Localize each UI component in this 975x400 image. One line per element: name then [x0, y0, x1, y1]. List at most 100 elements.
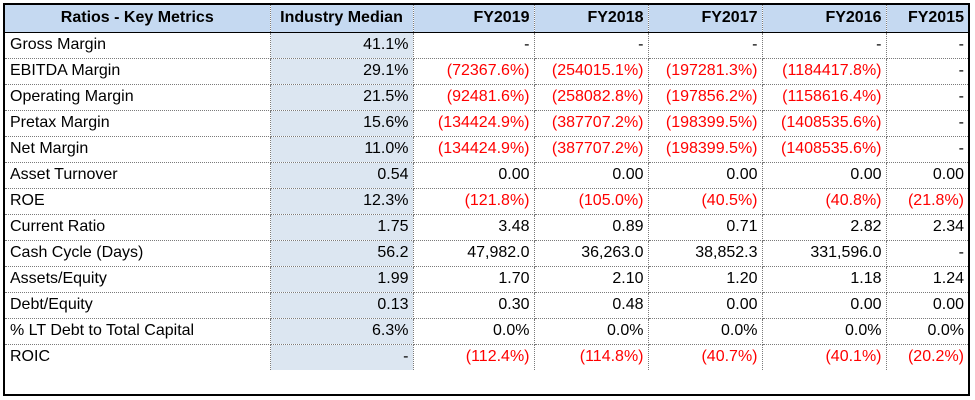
- value-cell-fy2018[interactable]: -: [534, 32, 649, 59]
- header-fy2015[interactable]: FY2015: [886, 5, 968, 33]
- value-cell-fy2016[interactable]: (1158616.4%): [762, 84, 887, 111]
- industry-median-cell[interactable]: 6.3%: [270, 318, 414, 345]
- value-cell-fy2015[interactable]: (20.2%): [907, 348, 964, 366]
- value-cell-fy2017[interactable]: 0.00: [648, 292, 763, 319]
- value-cell-fy2019[interactable]: (72367.6%): [413, 58, 535, 85]
- value-cell-fy2017[interactable]: 38,852.3: [648, 240, 763, 267]
- value-cell-fy2019[interactable]: 3.48: [413, 214, 535, 241]
- value-cell-fy2018[interactable]: 36,263.0: [534, 240, 649, 267]
- value-cell-fy2016[interactable]: 0.00: [762, 292, 887, 319]
- value-cell-fy2018[interactable]: 0.00: [534, 162, 649, 189]
- value-cell-fy2019[interactable]: 0.0%: [413, 318, 535, 345]
- value-cell-fy2015[interactable]: 0.0%: [886, 318, 968, 345]
- value-cell-fy2018[interactable]: 0.0%: [534, 318, 649, 345]
- value-cell-fy2017[interactable]: -: [648, 32, 763, 59]
- value-cell-fy2015[interactable]: 2.34: [886, 214, 968, 241]
- value-cell-fy2018[interactable]: (114.8%): [534, 344, 649, 370]
- value-cell-fy2015[interactable]: -: [886, 32, 968, 59]
- metric-label[interactable]: Cash Cycle (Days): [5, 240, 271, 267]
- value-cell-fy2017[interactable]: (40.7%): [648, 344, 763, 370]
- value-cell-fy2016[interactable]: (40.8%): [762, 188, 887, 215]
- value-cell-fy2017[interactable]: (197856.2%): [648, 84, 763, 111]
- value-cell-fy2019[interactable]: (134424.9%): [413, 136, 535, 163]
- value-cell-fy2019[interactable]: (121.8%): [413, 188, 535, 215]
- header-industry-median[interactable]: Industry Median: [270, 5, 414, 33]
- value-cell-fy2017[interactable]: (40.5%): [648, 188, 763, 215]
- value-cell-fy2015[interactable]: 1.24: [886, 266, 968, 293]
- metric-label[interactable]: ROE: [5, 188, 271, 215]
- table-row-net-margin: Net Margin 11.0% (134424.9%) (387707.2%) (19…: [5, 136, 968, 163]
- value-cell-fy2016[interactable]: 2.82: [762, 214, 887, 241]
- value-cell-fy2016[interactable]: (40.1%): [762, 344, 887, 370]
- value-cell-fy2015[interactable]: 0.00: [886, 162, 968, 189]
- metric-label[interactable]: EBITDA Margin: [5, 58, 271, 85]
- value-cell-fy2019[interactable]: (92481.6%): [413, 84, 535, 111]
- industry-median-cell[interactable]: 1.75: [270, 214, 414, 241]
- header-fy2016[interactable]: FY2016: [762, 5, 887, 33]
- value-cell-fy2018[interactable]: 0.89: [534, 214, 649, 241]
- value-cell-fy2018[interactable]: (387707.2%): [534, 136, 649, 163]
- value-cell-fy2018[interactable]: (254015.1%): [534, 58, 649, 85]
- value-cell-fy2018[interactable]: 2.10: [534, 266, 649, 293]
- value-cell-fy2015[interactable]: 0.00: [886, 292, 968, 319]
- industry-median-cell[interactable]: 15.6%: [270, 110, 414, 137]
- industry-median-cell[interactable]: 0.13: [270, 292, 414, 319]
- value-cell-fy2016[interactable]: 0.0%: [762, 318, 887, 345]
- value-cell-fy2019[interactable]: 0.30: [413, 292, 535, 319]
- metric-label[interactable]: ROIC: [5, 344, 271, 370]
- value-cell-fy2016[interactable]: (1408535.6%): [762, 110, 887, 137]
- value-cell-fy2017[interactable]: (197281.3%): [648, 58, 763, 85]
- value-cell-fy2017[interactable]: 0.71: [648, 214, 763, 241]
- value-cell-fy2016[interactable]: 1.18: [762, 266, 887, 293]
- value-cell-fy2017[interactable]: 0.00: [648, 162, 763, 189]
- value-cell-fy2016[interactable]: -: [762, 32, 887, 59]
- metric-label[interactable]: Operating Margin: [5, 84, 271, 111]
- value-cell-fy2015[interactable]: -: [886, 58, 968, 85]
- metric-label[interactable]: Pretax Margin: [5, 110, 271, 137]
- metric-label[interactable]: Current Ratio: [5, 214, 271, 241]
- metric-label[interactable]: Net Margin: [5, 136, 271, 163]
- value-cell-fy2015[interactable]: -: [886, 136, 968, 163]
- value-cell-fy2017[interactable]: 0.0%: [648, 318, 763, 345]
- industry-median-cell[interactable]: 21.5%: [270, 84, 414, 111]
- industry-median-cell[interactable]: 41.1%: [270, 32, 414, 59]
- value-cell-fy2016[interactable]: 0.00: [762, 162, 887, 189]
- metric-label[interactable]: % LT Debt to Total Capital: [5, 318, 271, 345]
- value-cell-fy2019[interactable]: (134424.9%): [413, 110, 535, 137]
- industry-median-cell[interactable]: 12.3%: [270, 188, 414, 215]
- value-cell-fy2015[interactable]: -: [886, 84, 968, 111]
- value-cell-fy2016[interactable]: (1408535.6%): [762, 136, 887, 163]
- value-cell-fy2015[interactable]: (21.8%): [886, 188, 968, 215]
- value-cell-fy2018[interactable]: 0.48: [534, 292, 649, 319]
- value-cell-fy2015[interactable]: -: [886, 240, 968, 267]
- table-row-lt-debt-to-total-capital: % LT Debt to Total Capital 6.3% 0.0% 0.0% 0.…: [5, 318, 968, 345]
- industry-median-cell[interactable]: 1.99: [270, 266, 414, 293]
- value-cell-fy2019[interactable]: (112.4%): [413, 344, 535, 370]
- value-cell-fy2019[interactable]: 47,982.0: [413, 240, 535, 267]
- value-cell-fy2019[interactable]: 1.70: [413, 266, 535, 293]
- industry-median-cell[interactable]: 29.1%: [270, 58, 414, 85]
- value-cell-fy2018[interactable]: (387707.2%): [534, 110, 649, 137]
- value-cell-fy2017[interactable]: (198399.5%): [648, 110, 763, 137]
- header-fy2017[interactable]: FY2017: [648, 5, 763, 33]
- value-cell-fy2019[interactable]: 0.00: [413, 162, 535, 189]
- value-cell-fy2016[interactable]: 331,596.0: [762, 240, 887, 267]
- metric-label[interactable]: Assets/Equity: [5, 266, 271, 293]
- metric-label[interactable]: Gross Margin: [5, 32, 271, 59]
- value-cell-fy2018[interactable]: (258082.8%): [534, 84, 649, 111]
- value-cell-fy2017[interactable]: 1.20: [648, 266, 763, 293]
- industry-median-cell[interactable]: -: [270, 344, 414, 370]
- value-cell-fy2017[interactable]: (198399.5%): [648, 136, 763, 163]
- header-metrics[interactable]: Ratios - Key Metrics: [5, 5, 271, 33]
- value-cell-fy2015[interactable]: -: [886, 110, 968, 137]
- metric-label[interactable]: Asset Turnover: [5, 162, 271, 189]
- metric-label[interactable]: Debt/Equity: [5, 292, 271, 319]
- header-fy2018[interactable]: FY2018: [534, 5, 649, 33]
- industry-median-cell[interactable]: 0.54: [270, 162, 414, 189]
- industry-median-cell[interactable]: 11.0%: [270, 136, 414, 163]
- value-cell-fy2016[interactable]: (1184417.8%): [762, 58, 887, 85]
- header-fy2019[interactable]: FY2019: [413, 5, 535, 33]
- value-cell-fy2019[interactable]: -: [413, 32, 535, 59]
- value-cell-fy2018[interactable]: (105.0%): [534, 188, 649, 215]
- industry-median-cell[interactable]: 56.2: [270, 240, 414, 267]
